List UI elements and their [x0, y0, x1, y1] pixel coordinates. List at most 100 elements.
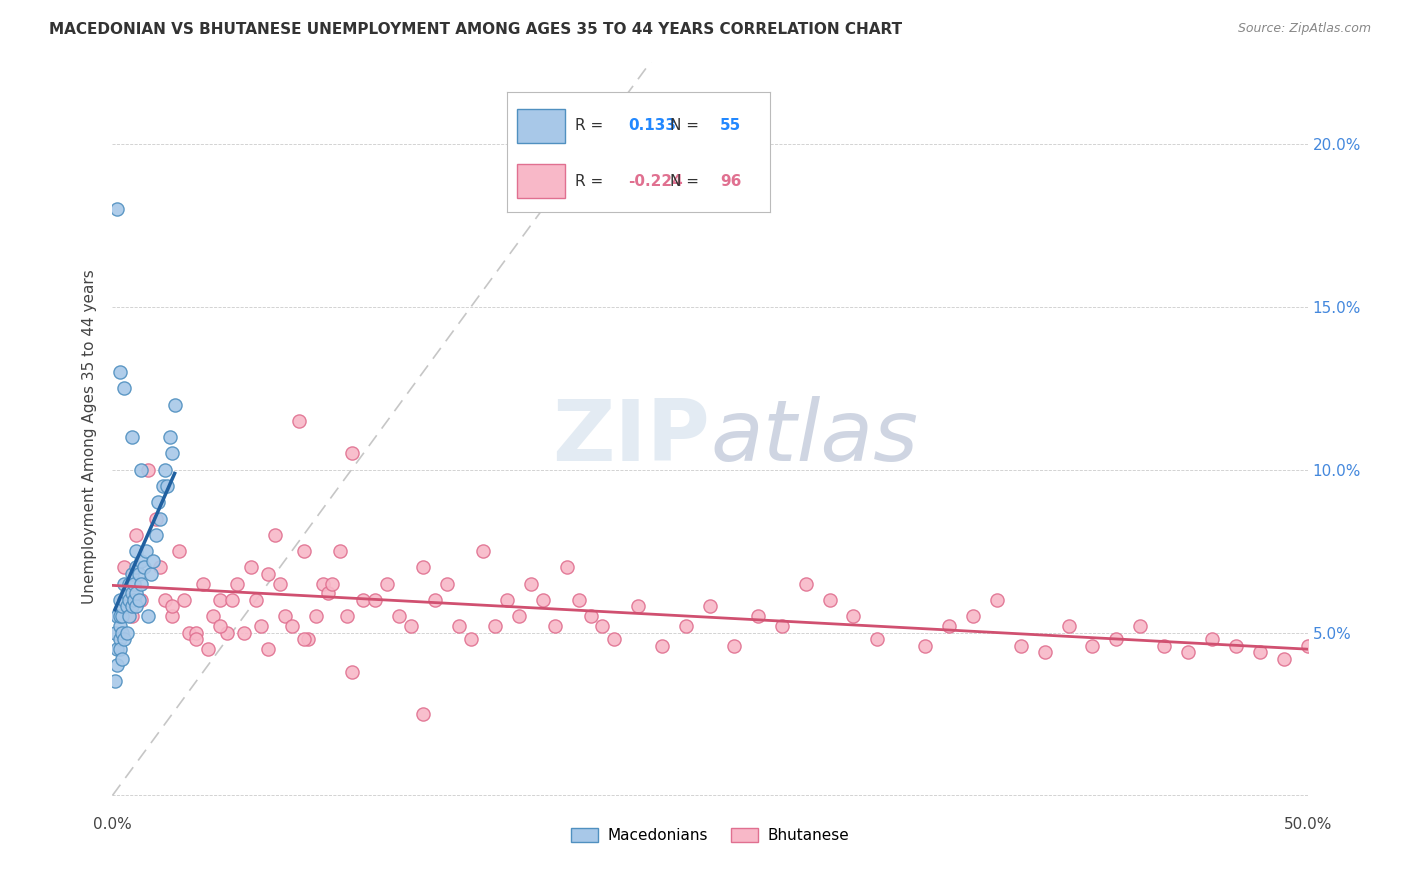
Point	[240, 560, 263, 574]
Text: Source: ZipAtlas.com: Source: ZipAtlas.com	[1237, 22, 1371, 36]
Point	[145, 511, 167, 525]
Point	[699, 599, 721, 614]
Point	[297, 632, 319, 646]
Point	[149, 511, 172, 525]
Point	[651, 639, 673, 653]
Point	[162, 446, 183, 460]
Point	[152, 479, 174, 493]
Point	[986, 593, 1008, 607]
Point	[288, 414, 311, 428]
Point	[1153, 639, 1175, 653]
Point	[125, 560, 148, 574]
Point	[496, 593, 519, 607]
Point	[159, 430, 181, 444]
Point	[129, 593, 152, 607]
Point	[153, 463, 176, 477]
Point	[118, 576, 141, 591]
Point	[770, 619, 793, 633]
Point	[105, 641, 128, 656]
Point	[125, 544, 148, 558]
Point	[1201, 632, 1223, 646]
Point	[114, 632, 135, 646]
Point	[186, 632, 208, 646]
Point	[245, 593, 267, 607]
Point	[121, 599, 143, 614]
Text: atlas: atlas	[710, 395, 918, 479]
Point	[115, 625, 138, 640]
Point	[292, 632, 315, 646]
Point	[118, 593, 141, 607]
Point	[1033, 645, 1056, 659]
Point	[938, 619, 960, 633]
Point	[257, 641, 280, 656]
Point	[412, 560, 434, 574]
Point	[425, 593, 447, 607]
Point	[135, 544, 157, 558]
Point	[217, 625, 239, 640]
Point	[128, 593, 150, 607]
Point	[412, 706, 434, 721]
Point	[111, 651, 134, 665]
Point	[568, 593, 591, 607]
Point	[592, 619, 614, 633]
Point	[177, 625, 200, 640]
Point	[125, 528, 148, 542]
Point	[121, 586, 143, 600]
Point	[162, 599, 183, 614]
Point	[962, 609, 984, 624]
Point	[257, 566, 280, 581]
Point	[472, 544, 495, 558]
Point	[842, 609, 865, 624]
Point	[364, 593, 387, 607]
Point	[1129, 619, 1152, 633]
Point	[321, 576, 343, 591]
Point	[352, 593, 374, 607]
Point	[1010, 639, 1032, 653]
Point	[1081, 639, 1104, 653]
Point	[114, 560, 135, 574]
Point	[436, 576, 458, 591]
Point	[340, 665, 363, 679]
Point	[209, 593, 232, 607]
Point	[108, 593, 131, 607]
Point	[105, 609, 128, 624]
Point	[105, 658, 128, 673]
Point	[153, 593, 176, 607]
Point	[128, 566, 150, 581]
Point	[233, 625, 256, 640]
Point	[145, 528, 167, 542]
Point	[105, 202, 128, 216]
Point	[388, 609, 411, 624]
Point	[316, 586, 339, 600]
Point	[108, 632, 131, 646]
Point	[460, 632, 482, 646]
Point	[723, 639, 745, 653]
Point	[555, 560, 578, 574]
Point	[173, 593, 195, 607]
Point	[543, 619, 565, 633]
Point	[104, 625, 127, 640]
Point	[111, 609, 134, 624]
Point	[125, 586, 148, 600]
Point	[125, 599, 148, 614]
Point	[121, 609, 143, 624]
Point	[186, 625, 208, 640]
Point	[377, 576, 399, 591]
Point	[340, 446, 363, 460]
Point	[264, 528, 287, 542]
Point	[336, 609, 359, 624]
Point	[108, 619, 131, 633]
Point	[249, 619, 271, 633]
Point	[579, 609, 602, 624]
Point	[1105, 632, 1128, 646]
Point	[169, 544, 191, 558]
Point	[149, 560, 172, 574]
Point	[118, 609, 141, 624]
Point	[292, 544, 315, 558]
Point	[603, 632, 626, 646]
Point	[111, 599, 134, 614]
Point	[104, 674, 127, 689]
Point	[209, 619, 232, 633]
Point	[114, 593, 135, 607]
Point	[401, 619, 423, 633]
